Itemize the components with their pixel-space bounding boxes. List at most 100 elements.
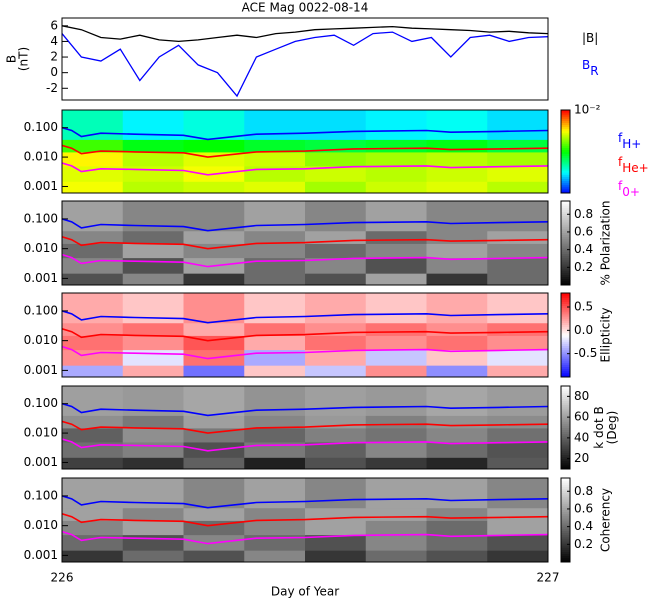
colorbar-step xyxy=(561,261,570,265)
spectrogram-cell xyxy=(183,478,245,509)
colorbar-step xyxy=(561,484,570,487)
colorbar-step xyxy=(561,460,570,464)
colorbar-tick-label: 0.4 xyxy=(574,519,593,533)
y-tick-label: 2 xyxy=(50,50,58,64)
colorbar-step xyxy=(561,425,570,428)
colorbar-step xyxy=(561,339,570,342)
y-tick-label: 0.001 xyxy=(24,548,58,562)
series-line xyxy=(62,328,548,342)
colorbar-step xyxy=(561,450,570,453)
colorbar-step xyxy=(561,278,570,282)
colorbar-step xyxy=(561,180,570,184)
colorbar-step xyxy=(561,364,570,367)
colorbar-step xyxy=(561,124,570,128)
series-line xyxy=(62,438,548,452)
axes-frame xyxy=(61,17,549,101)
colorbar-step xyxy=(561,178,570,182)
colorbar-tick-label: 60 xyxy=(574,410,589,424)
y-tick-label: 0.010 xyxy=(24,426,58,440)
spectrogram-cell xyxy=(122,243,184,259)
colorbar-frame xyxy=(560,385,571,470)
chart-title: ACE Mag 0022-08-14 xyxy=(242,1,369,15)
legend-entry: fHe+ xyxy=(618,155,649,175)
colorbar-step xyxy=(561,466,570,470)
spectrogram-cell xyxy=(365,427,427,443)
spectrogram-cell xyxy=(487,415,548,429)
spectrogram-cell xyxy=(244,507,306,521)
spectrogram-cell xyxy=(305,520,367,536)
colorbar-step xyxy=(561,452,570,455)
colorbar-tick-label: 0.4 xyxy=(574,242,593,256)
colorbar-step xyxy=(561,517,570,521)
spectrogram-cell xyxy=(487,165,548,182)
spectrogram-cell xyxy=(62,415,124,429)
y-tick-label: 0.001 xyxy=(24,271,58,285)
colorbar-tick-label: 40 xyxy=(574,430,589,444)
spectrogram-cell xyxy=(365,478,427,509)
legend-name: B xyxy=(582,58,590,72)
y-tick-label: 0.100 xyxy=(24,120,58,134)
colorbar-tick-label: 0.5 xyxy=(574,300,593,314)
colorbar-step xyxy=(561,503,570,506)
colorbar-step xyxy=(561,408,570,412)
spectrogram-cell xyxy=(487,550,548,562)
spectrogram-cell xyxy=(62,427,124,443)
spectrogram-cell xyxy=(487,534,548,551)
spectrogram-cell xyxy=(244,243,306,259)
colorbar-step xyxy=(561,415,570,418)
colorbar-step xyxy=(561,509,570,513)
colorbar-step xyxy=(561,526,570,529)
spectrogram-cell xyxy=(426,349,488,366)
spectrogram-cell xyxy=(244,478,306,509)
colorbar-step xyxy=(561,114,570,117)
colorbar-tick-label: 0.2 xyxy=(574,537,593,551)
spectrogram-cell xyxy=(122,151,184,167)
spectrogram-cell xyxy=(183,386,245,416)
colorbar-step xyxy=(561,446,570,449)
spectrogram-cell xyxy=(487,151,548,167)
spectrogram-cell xyxy=(487,520,548,536)
legend-entry: fH+ xyxy=(618,131,641,151)
colorbar-step xyxy=(561,520,570,523)
y-tick-label: 0 xyxy=(50,65,58,79)
colorbar-step xyxy=(561,492,570,496)
colorbar-step xyxy=(561,311,570,315)
colorbar-step xyxy=(561,112,570,115)
colorbar-step xyxy=(561,232,570,236)
colorbar-step xyxy=(561,549,570,552)
colorbar-step xyxy=(561,303,570,307)
colorbar-step xyxy=(561,130,570,134)
spectrogram-cell xyxy=(122,181,184,193)
spectrogram-cell xyxy=(305,243,367,259)
colorbar-step xyxy=(561,356,570,359)
colorbar-step xyxy=(561,272,570,275)
y-tick-label: -2 xyxy=(46,81,58,95)
spectrogram-cell xyxy=(305,441,367,458)
colorbar-step xyxy=(561,264,570,267)
axes-frame xyxy=(61,477,549,563)
colorbar-step xyxy=(561,188,570,192)
spectrogram-cell xyxy=(365,457,427,469)
colorbar-tick-label: 80 xyxy=(574,389,589,403)
spectrogram-cell xyxy=(183,365,245,377)
spectrogram-cell xyxy=(244,427,306,443)
colorbar-step xyxy=(561,332,570,336)
colorbar-step xyxy=(561,136,570,140)
spectrogram-cell xyxy=(244,550,306,562)
spectrogram-cell xyxy=(365,415,427,429)
colorbar-step xyxy=(561,122,570,126)
colorbar-step xyxy=(561,421,570,424)
spectrogram-cell xyxy=(487,507,548,521)
colorbar-step xyxy=(561,224,570,227)
legend-subscript: H+ xyxy=(622,137,641,151)
colorbar-step xyxy=(561,400,570,404)
spectrogram-cell xyxy=(183,201,245,232)
spectrogram-cell xyxy=(122,441,184,458)
axes-frame xyxy=(61,385,549,470)
spectrogram-cell xyxy=(426,151,488,167)
plot-area xyxy=(62,110,548,193)
spectrogram-cell xyxy=(122,273,184,285)
colorbar-tick-label: 20 xyxy=(574,451,589,465)
colorbar-frame xyxy=(560,200,571,286)
